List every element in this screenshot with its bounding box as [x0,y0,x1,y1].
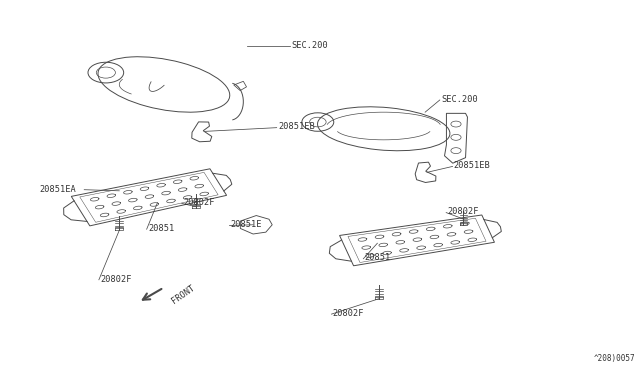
Text: SEC.200: SEC.200 [291,41,328,50]
Text: 20802F: 20802F [183,198,214,207]
Text: SEC.200: SEC.200 [441,95,478,104]
Text: 20851EB: 20851EB [278,122,316,131]
Text: 20802F: 20802F [333,309,364,318]
Text: 20851: 20851 [148,224,174,233]
Text: 20851E: 20851E [231,220,262,229]
Text: 20802F: 20802F [100,275,132,283]
Text: 20802F: 20802F [447,207,479,217]
Text: FRONT: FRONT [170,284,197,306]
Text: ^208)0057: ^208)0057 [594,354,636,363]
Text: 20851EA: 20851EA [40,185,76,194]
Text: 20851: 20851 [365,253,391,263]
Text: 20851EB: 20851EB [454,161,491,170]
